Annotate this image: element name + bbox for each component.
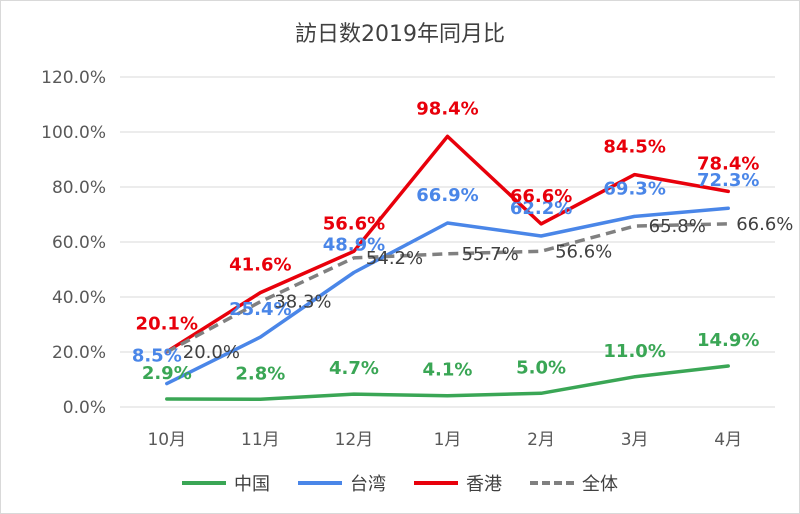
series-line-1 (165, 206, 730, 386)
legend-label: 台湾 (350, 474, 386, 495)
y-tick-label: 20.0% (52, 343, 106, 363)
y-tick-label: 40.0% (52, 288, 106, 308)
data-label: 41.6% (229, 255, 291, 276)
data-label: 4.1% (423, 360, 473, 381)
legend-swatch (530, 481, 574, 485)
data-label: 98.4% (416, 98, 478, 119)
data-label: 11.0% (603, 341, 665, 362)
data-label: 48.9% (323, 235, 385, 256)
data-label: 65.8% (649, 216, 706, 237)
data-label: 66.9% (416, 185, 478, 206)
data-label: 66.6% (736, 214, 793, 235)
data-label: 55.7% (462, 244, 519, 265)
y-tick-label: 80.0% (52, 178, 106, 198)
data-label: 4.7% (329, 358, 379, 379)
legend-item: 全体 (530, 470, 618, 496)
x-tick-label: 11月 (241, 430, 280, 450)
data-label: 14.9% (697, 330, 759, 351)
legend-item: 中国 (182, 470, 270, 496)
x-tick-label: 12月 (335, 430, 374, 450)
data-label: 5.0% (516, 357, 566, 378)
data-label: 2.9% (142, 363, 192, 384)
x-tick-label: 1月 (434, 430, 462, 450)
data-label: 54.2% (366, 248, 423, 269)
legend-label: 中国 (234, 474, 270, 495)
series-line-2 (165, 134, 730, 354)
chart-title: 訪日数2019年同月比 (295, 22, 505, 47)
data-label: 8.5% (132, 346, 182, 367)
series-line-3 (165, 222, 729, 354)
x-tick-label: 2月 (527, 430, 555, 450)
data-label: 20.1% (136, 314, 198, 335)
legend-label: 全体 (582, 474, 618, 495)
chart-legend: 中国 台湾 香港 全体 (0, 470, 800, 496)
x-tick-label: 10月 (147, 430, 186, 450)
data-label: 56.6% (323, 213, 385, 234)
y-tick-label: 100.0% (41, 123, 106, 143)
data-label: 66.6% (510, 186, 572, 207)
data-label: 2.8% (235, 363, 285, 384)
y-tick-label: 60.0% (52, 233, 106, 253)
data-label: 62.2% (510, 198, 572, 219)
legend-swatch (182, 481, 226, 485)
legend-swatch (414, 481, 458, 485)
legend-item: 台湾 (298, 470, 386, 496)
data-label: 69.3% (603, 178, 665, 199)
legend-label: 香港 (466, 474, 502, 495)
data-label: 78.4% (697, 153, 759, 174)
data-label: 38.3% (274, 292, 331, 313)
x-tick-label: 3月 (621, 430, 649, 450)
data-label: 84.5% (603, 137, 665, 158)
x-tick-label: 4月 (714, 430, 742, 450)
data-label: 25.4% (229, 299, 291, 320)
data-label: 56.6% (555, 241, 612, 262)
y-tick-label: 0.0% (63, 398, 106, 418)
legend-swatch (298, 481, 342, 485)
series-line-0 (165, 364, 730, 402)
data-label: 72.3% (697, 170, 759, 191)
legend-item: 香港 (414, 470, 502, 496)
y-tick-label: 120.0% (41, 68, 106, 88)
data-label: 20.0% (183, 342, 240, 363)
